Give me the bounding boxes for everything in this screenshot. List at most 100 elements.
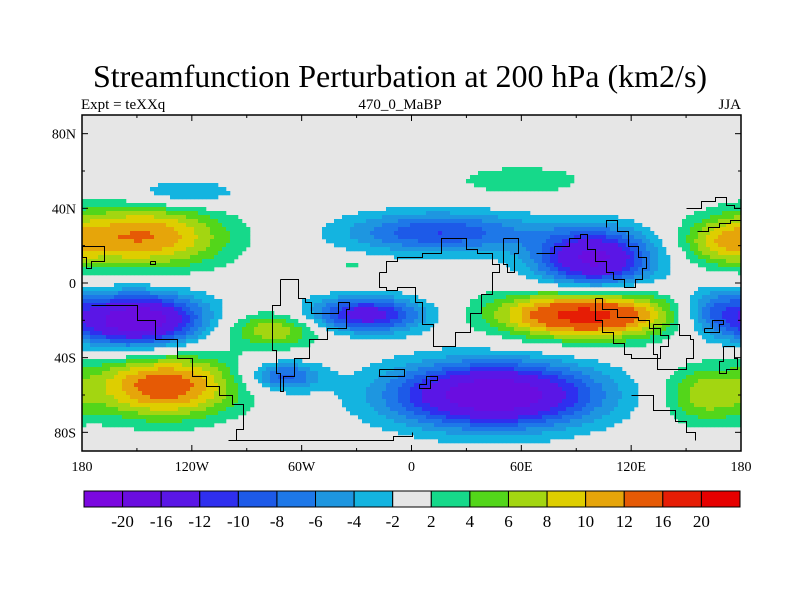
field-cell — [530, 355, 535, 360]
field-cell — [634, 339, 639, 344]
field-cell — [594, 243, 599, 248]
field-cell — [566, 367, 571, 372]
field-cell — [558, 371, 563, 376]
field-cell — [626, 319, 631, 324]
field-cell — [190, 231, 195, 236]
field-cell — [462, 255, 467, 260]
field-cell — [446, 207, 451, 212]
field-cell — [418, 375, 423, 380]
field-cell — [582, 339, 587, 344]
field-cell — [358, 299, 363, 304]
field-cell — [430, 239, 435, 244]
field-cell — [594, 299, 599, 304]
field-cell — [342, 311, 347, 316]
field-cell — [206, 255, 211, 260]
field-cell — [110, 223, 115, 228]
field-cell — [226, 235, 231, 240]
field-cell — [154, 343, 159, 348]
field-cell — [118, 251, 123, 256]
field-cell — [110, 379, 115, 384]
field-cell — [586, 359, 591, 364]
field-cell — [370, 303, 375, 308]
field-cell — [526, 271, 531, 276]
field-cell — [206, 359, 211, 364]
field-cell — [98, 295, 103, 300]
field-cell — [122, 379, 127, 384]
field-cell — [422, 215, 427, 220]
field-cell — [714, 227, 719, 232]
field-cell — [94, 291, 99, 296]
field-cell — [554, 295, 559, 300]
field-cell — [734, 339, 739, 344]
field-cell — [390, 291, 395, 296]
field-cell — [362, 331, 367, 336]
field-cell — [262, 375, 267, 380]
field-cell — [482, 211, 487, 216]
field-cell — [390, 227, 395, 232]
field-cell — [290, 359, 295, 364]
field-cell — [470, 231, 475, 236]
field-cell — [470, 299, 475, 304]
field-cell — [206, 375, 211, 380]
field-cell — [162, 359, 167, 364]
field-cell — [186, 287, 191, 292]
field-cell — [498, 295, 503, 300]
field-cell — [382, 319, 387, 324]
field-cell — [398, 323, 403, 328]
field-cell — [398, 335, 403, 340]
field-cell — [378, 231, 383, 236]
field-cell — [570, 175, 575, 180]
field-cell — [342, 231, 347, 236]
field-cell — [274, 343, 279, 348]
field-cell — [202, 191, 207, 196]
field-cell — [298, 323, 303, 328]
field-cell — [694, 227, 699, 232]
field-cell — [534, 335, 539, 340]
field-cell — [130, 311, 135, 316]
field-cell — [410, 231, 415, 236]
field-cell — [226, 239, 231, 244]
field-cell — [438, 247, 443, 252]
field-cell — [734, 323, 739, 328]
field-cell — [734, 287, 739, 292]
field-cell — [414, 327, 419, 332]
field-cell — [510, 267, 515, 272]
field-cell — [530, 231, 535, 236]
field-cell — [574, 227, 579, 232]
field-cell — [290, 371, 295, 376]
field-cell — [206, 211, 211, 216]
field-cell — [374, 367, 379, 372]
field-cell — [606, 323, 611, 328]
field-cell — [130, 267, 135, 272]
field-cell — [422, 371, 427, 376]
field-cell — [338, 227, 343, 232]
field-cell — [698, 215, 703, 220]
field-cell — [174, 287, 179, 292]
field-cell — [94, 323, 99, 328]
field-cell — [478, 315, 483, 320]
field-cell — [178, 191, 183, 196]
field-cell — [466, 351, 471, 356]
field-cell — [510, 319, 515, 324]
field-cell — [158, 295, 163, 300]
field-cell — [446, 375, 451, 380]
field-cell — [730, 211, 735, 216]
field-cell — [206, 187, 211, 192]
field-cell — [614, 255, 619, 260]
field-cell — [398, 319, 403, 324]
field-cell — [602, 319, 607, 324]
field-cell — [494, 359, 499, 364]
field-cell — [558, 275, 563, 280]
field-cell — [622, 303, 627, 308]
field-cell — [202, 239, 207, 244]
field-cell — [630, 319, 635, 324]
field-cell — [294, 343, 299, 348]
field-cell — [246, 331, 251, 336]
field-cell — [106, 363, 111, 368]
field-cell — [706, 295, 711, 300]
field-cell — [654, 267, 659, 272]
field-cell — [150, 339, 155, 344]
field-cell — [334, 231, 339, 236]
field-cell — [426, 247, 431, 252]
field-cell — [450, 255, 455, 260]
